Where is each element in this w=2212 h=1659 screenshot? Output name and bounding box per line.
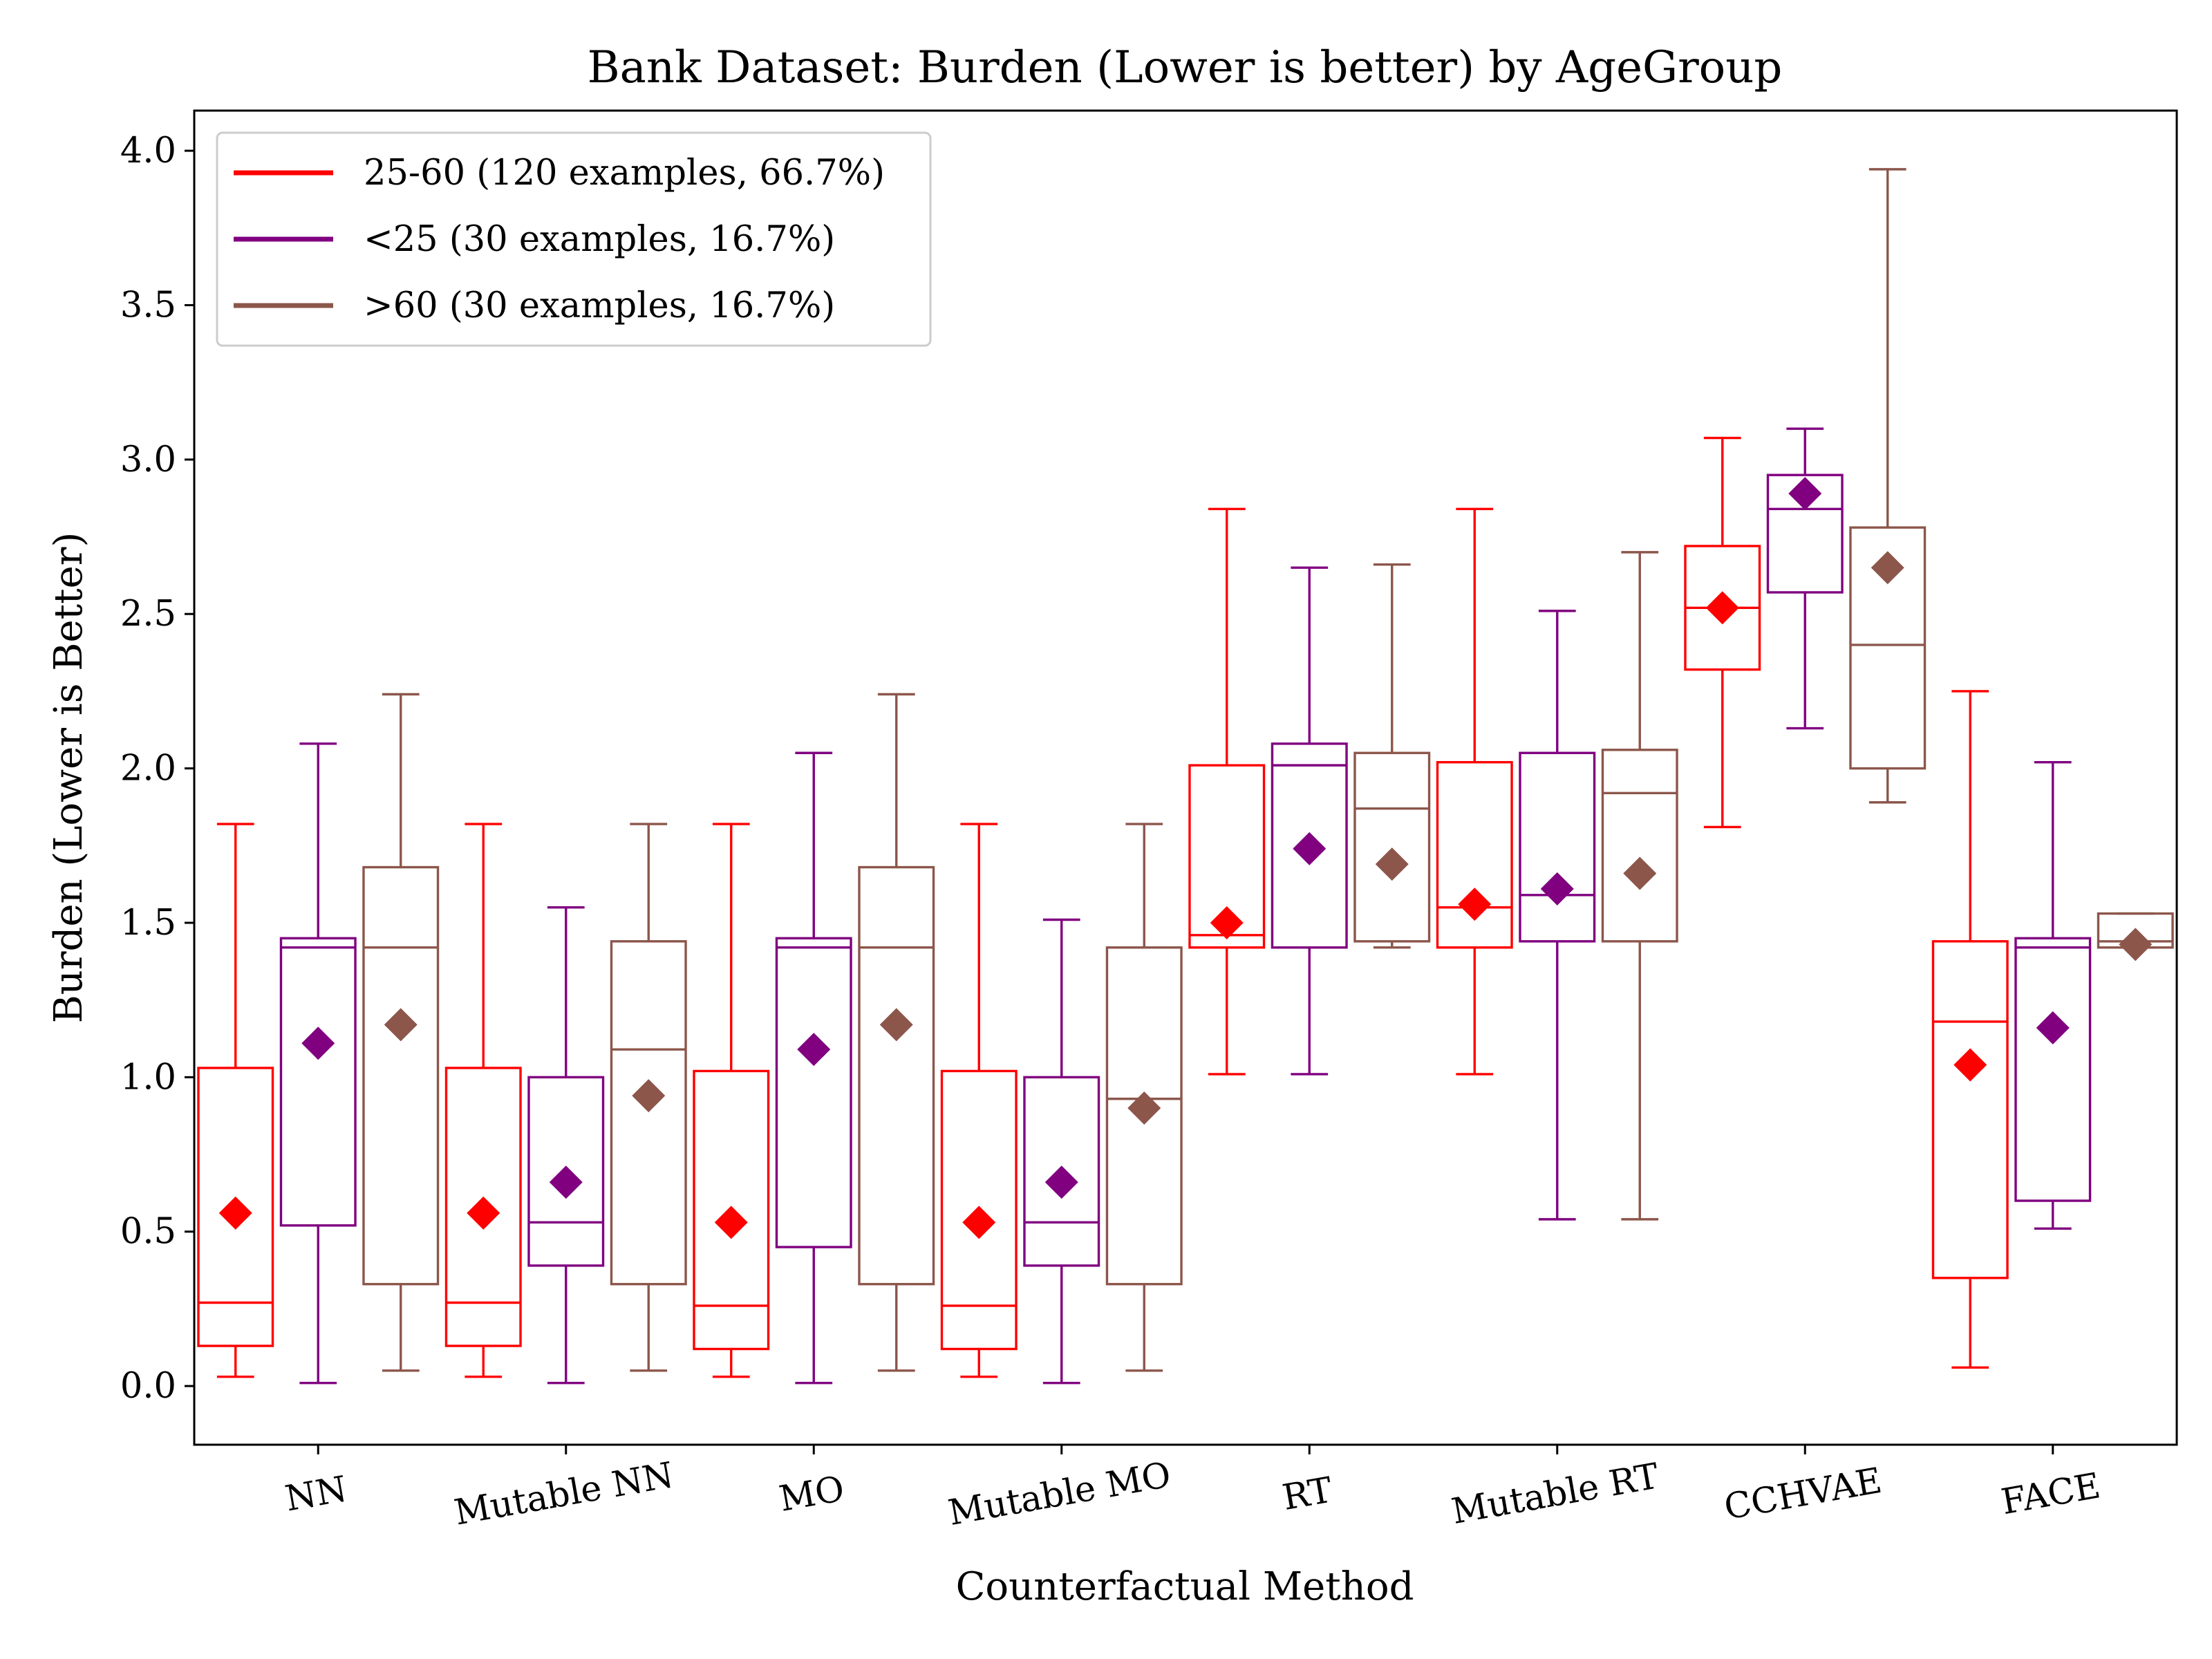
legend-label: >60 (30 examples, 16.7%) [364,285,835,326]
iqr-box [1353,751,1431,943]
mean-marker [1044,1165,1078,1199]
iqr-box [1271,742,1348,949]
box-plot [2014,760,2092,1230]
y-axis-title: Burden (Lower is Better) [46,532,91,1024]
iqr-box [1601,749,1678,943]
box-plot [940,823,1018,1378]
mean-marker [1953,1048,1987,1082]
y-axis: 0.0 0.5 1.0 1.5 2.0 2.5 3.0 3.5 4.0 [120,131,194,1407]
mean-marker [467,1196,500,1230]
box-plot [1023,918,1100,1385]
mean-marker [1623,856,1657,890]
iqr-box [2014,937,2092,1202]
y-tick-label: 2.5 [120,594,176,635]
box-plot [775,751,852,1385]
y-tick-label: 1.5 [120,903,176,944]
box-plot [1436,507,1513,1076]
plot-frame [193,109,2178,1446]
y-tick-label: 3.0 [120,440,176,480]
mean-marker [1293,832,1327,865]
mean-marker [1375,847,1409,881]
box-plot [610,823,687,1372]
y-tick-label: 3.5 [120,285,176,326]
iqr-box [527,1076,605,1267]
iqr-box [775,937,852,1248]
mean-marker [797,1033,831,1067]
iqr-box [858,865,935,1286]
mean-marker [632,1079,666,1113]
iqr-box [1519,751,1596,943]
mean-marker [1871,551,1904,585]
box-plot [1271,566,1348,1076]
iqr-box [197,1067,274,1347]
mean-marker [1127,1091,1161,1125]
y-tick-label: 2.0 [120,749,176,789]
iqr-box [1188,764,1266,949]
iqr-box [362,865,440,1286]
chart-title: Bank Dataset: Burden (Lower is better) b… [588,42,1783,93]
mean-marker [1458,888,1492,921]
box-plot [1519,610,1596,1221]
iqr-box [693,1069,770,1351]
box-plot [1684,436,1761,829]
x-tick-label: RT [1280,1470,1335,1519]
mean-marker [962,1206,996,1239]
box-plot [1766,427,1844,730]
iqr-box [940,1069,1018,1351]
legend-frame [216,131,932,347]
boxes-layer [197,168,2174,1385]
iqr-box [1849,526,1927,770]
box-plot [527,906,605,1385]
iqr-box [444,1067,522,1347]
mean-marker [714,1206,748,1239]
y-tick-label: 0.5 [120,1212,176,1253]
mean-marker [1788,476,1822,510]
box-plot [1105,823,1183,1372]
mean-marker [301,1027,335,1060]
mean-marker [1540,872,1574,906]
y-tick-label: 1.0 [120,1057,176,1098]
box-plot [197,823,274,1378]
mean-marker [2119,928,2153,962]
iqr-box [1436,760,1513,949]
y-tick-label: 4.0 [120,131,176,171]
mean-marker [549,1165,583,1199]
iqr-box [279,937,357,1227]
legend: 25-60 (120 examples, 66.7%) <25 (30 examp… [216,131,932,347]
box-plot [444,823,522,1378]
mean-marker [2036,1011,2070,1044]
mean-marker [384,1008,418,1042]
box-plot [1931,690,2009,1369]
legend-label: <25 (30 examples, 16.7%) [364,219,835,260]
iqr-box [1931,940,2009,1280]
iqr-box [1023,1076,1100,1267]
box-plot [1188,507,1266,1076]
mean-marker [879,1008,913,1042]
iqr-box [1766,474,1844,594]
box-plot [1601,551,1678,1221]
box-plot [858,693,935,1372]
mean-marker [1705,591,1739,625]
iqr-box [610,940,687,1286]
box-plot [279,742,357,1385]
iqr-box [1105,946,1183,1286]
y-tick-label: 0.0 [120,1366,176,1407]
mean-marker [1210,906,1244,939]
box-plot [362,693,440,1372]
box-plot [1849,168,1927,804]
mean-marker [218,1196,252,1230]
legend-label: 25-60 (120 examples, 66.7%) [364,153,885,194]
box-plot [693,823,770,1378]
box-plot [1353,563,1431,949]
x-axis-title: Counterfactual Method [956,1564,1414,1609]
box-plot [2097,912,2174,962]
